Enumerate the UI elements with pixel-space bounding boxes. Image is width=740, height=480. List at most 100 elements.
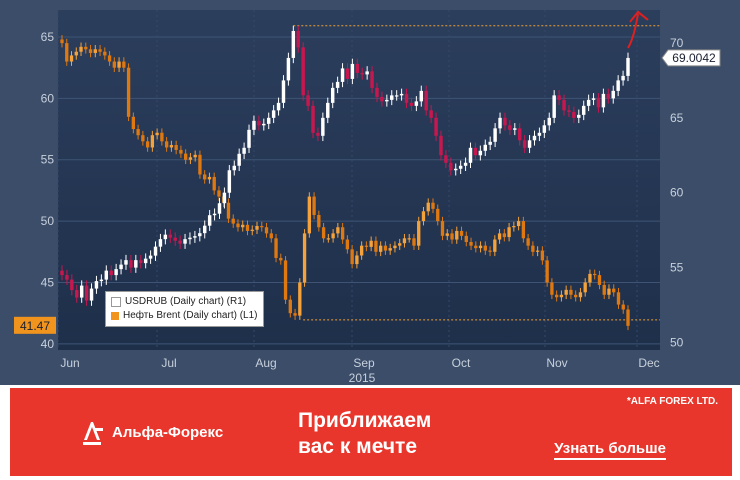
brent-candle	[145, 141, 150, 148]
usdrub-candle	[454, 168, 458, 171]
usdrub-candle	[567, 110, 571, 112]
usdrub-candle	[444, 155, 448, 163]
brent-candle	[79, 46, 83, 52]
brent-candle	[88, 49, 93, 53]
brent-candle	[345, 239, 350, 250]
usdrub-candle	[193, 236, 197, 238]
brent-candle	[550, 282, 554, 295]
ad-banner[interactable]: *ALFA FOREX LTD. Альфа-Форекс Приближаем…	[0, 388, 740, 480]
usdrub-candle	[266, 117, 271, 124]
legend-item-usdrub: USDRUB (Daily chart) (R1)	[111, 295, 258, 309]
usdrub-candle	[360, 72, 364, 75]
brent-candle	[74, 51, 78, 56]
usdrub-candle	[601, 93, 606, 108]
brent-candle	[126, 67, 131, 117]
brent-candle	[493, 239, 497, 252]
usdrub-candle	[542, 125, 547, 133]
usdrub-candle	[586, 99, 591, 106]
learn-more-link[interactable]: Узнать больше	[554, 440, 666, 460]
brand-logo[interactable]: Альфа-Форекс	[78, 418, 223, 446]
usdrub-candle	[399, 93, 404, 96]
usdrub-candle	[291, 30, 296, 58]
brent-candle	[440, 221, 445, 236]
usdrub-candle	[148, 255, 153, 259]
brent-candle	[336, 227, 340, 234]
x-tick-label: Dec	[638, 356, 659, 370]
usdrub-candle	[468, 147, 473, 163]
banner-panel[interactable]: *ALFA FOREX LTD. Альфа-Форекс Приближаем…	[10, 388, 732, 476]
legend-swatch-brent	[111, 312, 119, 320]
usdrub-candle	[370, 71, 374, 88]
left-tick-label: 50	[41, 214, 55, 228]
brent-candle	[583, 282, 587, 293]
brent-candle	[607, 288, 611, 295]
brent-candle	[459, 230, 464, 236]
usdrub-candle	[124, 260, 128, 265]
usdrub-candle	[301, 47, 305, 96]
brent-candle	[131, 116, 136, 130]
brent-candle	[398, 243, 402, 246]
usdrub-candle	[458, 165, 463, 169]
brent-candle	[559, 294, 564, 298]
usdrub-candle	[626, 57, 630, 76]
brent-candle	[65, 43, 69, 62]
usdrub-candle	[439, 135, 443, 156]
usdrub-candle	[104, 270, 109, 280]
brent-candle	[502, 233, 507, 238]
brent-candle	[302, 233, 307, 283]
usdrub-candle	[345, 68, 350, 79]
usdrub-last-value-box	[661, 49, 721, 67]
usdrub-candle	[424, 90, 428, 111]
slogan-line-1: Приближаем	[298, 409, 432, 432]
trend-arrow-head	[629, 10, 649, 23]
brent-candle	[98, 49, 102, 52]
usdrub-candle	[70, 279, 74, 291]
brent-candle	[307, 196, 311, 234]
usdrub-candle	[134, 260, 138, 268]
usdrub-candle	[547, 117, 551, 126]
brent-candle	[469, 241, 473, 246]
brent-candle	[616, 292, 621, 305]
brent-candle	[340, 227, 345, 240]
brent-candle	[212, 176, 216, 191]
usdrub-candle	[478, 150, 483, 156]
brent-candle	[293, 313, 297, 316]
usdrub-candle	[606, 93, 611, 99]
usdrub-candle	[394, 95, 399, 97]
usdrub-candle	[572, 111, 576, 118]
usdrub-last-value: 69.0042	[672, 51, 716, 65]
trend-arrow	[627, 13, 639, 49]
brent-candle	[593, 273, 597, 276]
usdrub-candle	[552, 95, 556, 118]
left-tick-label: 65	[41, 30, 55, 44]
brent-candle	[545, 260, 549, 283]
usdrub-candle	[65, 275, 69, 280]
usdrub-candle	[129, 260, 133, 268]
left-tick-label: 55	[41, 153, 55, 167]
usdrub-candle	[188, 237, 192, 240]
brent-candle	[569, 289, 573, 295]
usdrub-candle	[330, 87, 335, 103]
usdrub-candle	[463, 162, 468, 166]
usdrub-candle	[522, 140, 527, 148]
x-tick-label: Nov	[546, 356, 567, 370]
usdrub-candle	[158, 239, 163, 247]
brent-candle	[188, 157, 193, 160]
usdrub-candle	[296, 30, 300, 48]
chart-area: 40 45 50 55 60 65 50 55 60 65 70 Jun Jul Aug Sep Oct Nov…	[0, 0, 740, 385]
usdrub-candle	[306, 95, 310, 106]
x-tick-label: Oct	[452, 356, 471, 370]
brent-candle	[160, 132, 164, 142]
brent-candle	[369, 240, 373, 247]
usdrub-candle	[562, 99, 566, 111]
left-tick-label: 40	[41, 337, 55, 351]
brent-candle	[526, 238, 530, 246]
usdrub-candle	[557, 95, 561, 100]
usdrub-candle	[257, 120, 261, 126]
brent-candle	[117, 61, 121, 68]
brent-candle	[474, 245, 478, 249]
usdrub-candle	[581, 105, 586, 115]
brent-candle	[141, 135, 145, 142]
markers: 41.47 69.0042	[14, 10, 721, 334]
usdrub-candle	[99, 279, 104, 282]
